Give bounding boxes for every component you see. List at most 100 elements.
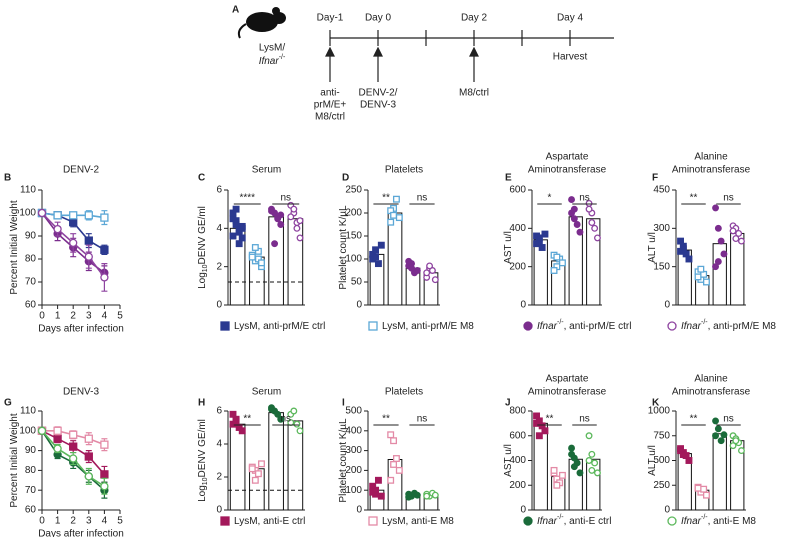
y-axis-label-part: Percent Initial Weight — [9, 200, 20, 295]
y-axis-label-part: Log — [197, 272, 208, 289]
point — [53, 444, 62, 453]
legend-label-part: -/- — [701, 514, 708, 521]
point — [69, 442, 78, 451]
y-tick-label: 4 — [216, 439, 222, 450]
point — [594, 234, 601, 242]
point — [703, 491, 710, 499]
y-tick-label: 600 — [509, 430, 526, 441]
point — [377, 492, 385, 500]
point — [293, 224, 301, 232]
point — [390, 461, 398, 468]
x-tick-label: 2 — [70, 311, 76, 322]
x-tick-label: 3 — [86, 516, 92, 527]
chart-title: Aspartate — [546, 374, 589, 385]
significance-label: ** — [382, 193, 390, 204]
legend-label-part: , anti-E ctrl — [564, 516, 612, 527]
chart-title: Aminotransferase — [528, 165, 607, 176]
point — [408, 264, 416, 272]
point — [84, 236, 93, 245]
y-tick-label: 250 — [653, 480, 670, 491]
y-tick-label: 100 — [345, 485, 362, 496]
point — [254, 470, 262, 478]
point — [390, 211, 398, 219]
point — [69, 211, 78, 220]
point — [679, 451, 687, 459]
y-tick-label: 100 — [19, 425, 36, 436]
y-axis-label-part: Percent Initial Weight — [9, 413, 20, 508]
y-tick-label: 200 — [509, 261, 526, 272]
y-axis-label: Log10DENV GE/ml — [197, 419, 210, 502]
point — [395, 466, 403, 474]
point — [714, 425, 722, 433]
y-tick-label: 0 — [356, 505, 362, 516]
y-tick-label: 110 — [20, 406, 36, 417]
point — [535, 234, 543, 242]
y-tick-label: 2 — [216, 472, 222, 483]
x-tick-label: 0 — [39, 516, 45, 527]
point — [732, 437, 740, 445]
y-tick-label: 0 — [520, 300, 526, 311]
point — [248, 253, 256, 261]
point — [553, 481, 561, 489]
point — [700, 485, 708, 493]
significance-label: ns — [579, 414, 590, 425]
significance-label: ns — [280, 414, 291, 425]
treatment-label: M8/ctrl — [315, 112, 345, 123]
point — [287, 213, 295, 221]
point — [585, 205, 593, 213]
y-axis-label-part: 10 — [202, 477, 209, 485]
point — [413, 491, 421, 499]
strain-label: LysM/ — [259, 43, 286, 54]
point — [258, 259, 265, 267]
point — [290, 205, 298, 213]
panel-letter: H — [198, 398, 205, 409]
point — [100, 245, 109, 254]
point — [100, 482, 109, 491]
point — [685, 255, 693, 263]
point — [405, 493, 413, 501]
y-axis-label-part: 10 — [202, 264, 209, 272]
point — [570, 463, 578, 471]
legend-label-part: Ifnar — [681, 516, 702, 527]
panel-letter: K — [652, 398, 660, 409]
significance-label: **** — [239, 193, 255, 204]
y-tick-label: 0 — [216, 505, 222, 516]
point — [84, 211, 93, 220]
legend-label: LysM, anti-E M8 — [382, 516, 454, 527]
y-tick-label: 200 — [345, 465, 362, 476]
point — [372, 486, 380, 494]
y-tick-label: 70 — [25, 277, 37, 288]
timeline — [325, 30, 614, 82]
mean-bar — [268, 216, 284, 306]
point — [568, 444, 575, 452]
y-tick-label: 150 — [345, 231, 362, 242]
chart-title: DENV-2 — [63, 165, 100, 176]
point — [729, 442, 737, 450]
point — [576, 469, 584, 477]
point — [395, 214, 403, 222]
point — [535, 432, 543, 440]
y-tick-label: 200 — [345, 208, 362, 219]
legend-label-part: LysM, anti-E ctrl — [234, 516, 305, 527]
point — [559, 471, 566, 479]
point — [37, 208, 47, 218]
y-tick-label: 0 — [520, 505, 526, 516]
point — [296, 217, 304, 225]
point — [538, 244, 546, 251]
point — [585, 432, 593, 440]
point — [694, 273, 702, 281]
y-tick-label: 400 — [345, 425, 362, 436]
panel-letter: G — [4, 398, 12, 409]
x-axis-label: Days after infection — [38, 324, 124, 335]
point — [84, 434, 93, 443]
point — [541, 427, 549, 435]
point — [594, 469, 601, 477]
point — [717, 237, 725, 245]
point — [53, 434, 62, 443]
point — [714, 224, 722, 232]
point — [720, 250, 728, 258]
point — [69, 430, 78, 439]
y-axis-label-part: ALT u/l — [647, 445, 658, 476]
point — [588, 466, 596, 474]
significance-label: ns — [417, 414, 428, 425]
